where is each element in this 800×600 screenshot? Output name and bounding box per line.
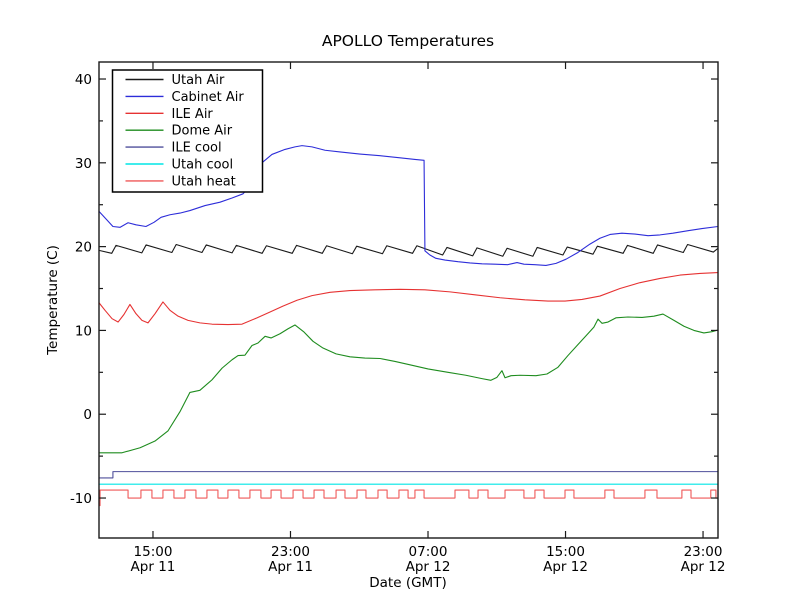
x-tick-label-date: Apr 12 [406, 559, 451, 575]
legend-label-ile-cool: ILE cool [172, 141, 222, 156]
legend-label-utah-cool: Utah cool [172, 158, 234, 173]
y-tick-label: 10 [75, 323, 92, 339]
series-line-utah-heat [98, 489, 719, 507]
x-tick-label-time: 07:00 [409, 544, 448, 560]
y-tick-label: 20 [75, 240, 92, 256]
x-tick-label-time: 15:00 [134, 544, 173, 560]
legend-label-utah-heat: Utah heat [172, 174, 236, 189]
legend-label-ile-air: ILE Air [172, 107, 214, 122]
y-tick-label: -10 [70, 491, 92, 507]
plot-frame [98, 61, 719, 539]
x-axis-label: Date (GMT) [369, 575, 446, 591]
x-tick-label-time: 15:00 [546, 544, 585, 560]
y-tick-label: 30 [75, 156, 92, 172]
x-tick-label-date: Apr 12 [681, 559, 726, 575]
x-tick-label-date: Apr 11 [131, 559, 176, 575]
series-line-ile-air [98, 272, 719, 326]
x-tick-label-date: Apr 12 [543, 559, 588, 575]
x-tick-label-time: 23:00 [271, 544, 310, 560]
x-tick-label-time: 23:00 [684, 544, 723, 560]
series-layer [98, 145, 719, 507]
series-line-dome-air [98, 313, 719, 454]
legend-label-cabinet-air: Cabinet Air [172, 90, 245, 105]
legend-box [111, 69, 264, 193]
series-line-utah-air [98, 243, 719, 257]
chart-title: APOLLO Temperatures [322, 32, 494, 50]
legend-label-utah-air: Utah Air [172, 73, 225, 88]
y-tick-label: 40 [75, 72, 92, 88]
x-tick-label-date: Apr 11 [268, 559, 313, 575]
y-tick-label: 0 [83, 407, 92, 423]
y-axis-label: Temperature (C) [45, 245, 61, 356]
legend: Utah Air Cabinet Air ILE Air Dome Air ILE co… [111, 69, 264, 193]
series-line-ile-cool [98, 471, 719, 479]
legend-label-dome-air: Dome Air [172, 124, 233, 139]
series-line-cabinet-air [98, 145, 719, 267]
